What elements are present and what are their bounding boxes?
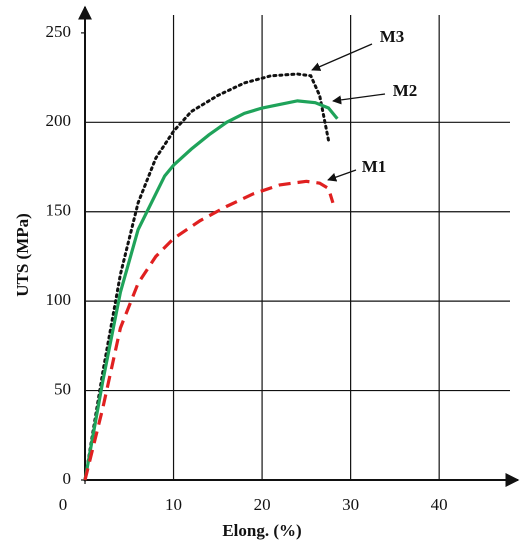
series-line [83,99,339,481]
series-line [83,72,330,482]
series-label: M1 [362,157,387,176]
y-tick-label: 200 [46,111,72,130]
y-tick-label: 50 [54,379,71,398]
series-label: M2 [393,81,418,100]
y-tick-label: 150 [46,201,72,220]
label-arrow [311,43,373,71]
y-tick-label: 0 [63,469,72,488]
x-tick-label: 0 [59,495,68,514]
series-label: M3 [380,27,405,46]
label-arrow [327,169,357,182]
x-tick-label: 40 [431,495,448,514]
y-tick-label: 100 [46,290,72,309]
y-tick-label: 250 [46,22,72,41]
y-axis-label: UTS (MPa) [13,213,32,297]
x-axis-label: Elong. (%) [222,521,301,540]
series-line [83,179,335,481]
x-tick-label: 30 [342,495,359,514]
x-tick-label: 10 [165,495,182,514]
label-arrow [332,93,386,105]
x-tick-label: 20 [254,495,271,514]
